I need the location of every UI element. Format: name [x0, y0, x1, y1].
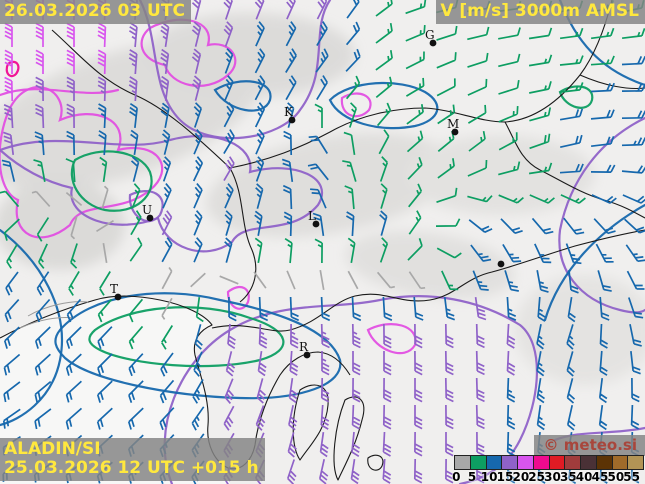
wind-barbs — [0, 0, 645, 350]
isotach-10-contour — [54, 292, 342, 400]
valid-time-text: 26.03.2026 03 UTC — [4, 1, 185, 21]
city-marker-dot — [429, 39, 437, 47]
city-marker-dot — [451, 128, 459, 136]
isotach-20-contour — [140, 18, 237, 87]
field-label-text: V [m/s] 3000m AMSL — [440, 1, 639, 21]
colorbar-tick: 5 — [467, 470, 477, 484]
island-small — [367, 454, 384, 471]
colorbar-swatch — [565, 456, 581, 469]
colorbar-swatch — [628, 456, 643, 469]
copyright-text[interactable]: © meteo.si — [543, 436, 637, 454]
venice-lagoon-line — [27, 301, 89, 317]
colorbar-tick: 40 — [575, 470, 593, 484]
colorbar-swatch — [502, 456, 518, 469]
city-marker-layer: G K M U L T R — [110, 28, 505, 359]
city-marker-dot — [303, 351, 311, 359]
city-marker-label: T — [110, 282, 118, 296]
isotach-10-contour — [0, 228, 63, 427]
colorbar-tick: 25 — [528, 470, 546, 484]
isotach-15-contour — [0, 135, 324, 253]
colorbar-tick: 0 — [452, 470, 461, 484]
border-slovenia-croatia — [211, 229, 645, 332]
colorbar-swatch — [455, 456, 471, 469]
city-marker-label: M — [447, 117, 459, 131]
colorbar-tick: 15 — [496, 470, 514, 484]
colorbar-swatch — [533, 456, 550, 469]
border-italy-slovenia — [229, 167, 257, 303]
colorbar-swatch — [486, 456, 503, 469]
city-marker-label: U — [142, 203, 152, 217]
city-marker-dot — [114, 293, 122, 301]
city-marker-label: K — [284, 105, 294, 119]
colorbar-swatches — [454, 455, 644, 470]
isotach-10-contour — [328, 81, 439, 130]
colorbar-swatch — [549, 456, 566, 469]
wind-barbs — [31, 185, 426, 320]
border-austria-slovenia — [229, 0, 613, 169]
city-marker-dot — [312, 220, 320, 228]
isotach-5-contour — [558, 85, 594, 109]
colorbar-tick: 10 — [480, 470, 498, 484]
speed-colorbar: 0 5 10 15 20 25 30 35 40 45 50 55 — [452, 455, 644, 484]
city-marker-dot — [146, 214, 154, 222]
city-marker-label: R — [299, 340, 309, 354]
colorbar-tick: 55 — [623, 470, 641, 484]
colorbar-tick: 30 — [544, 470, 561, 484]
isotach-15-contour — [138, 0, 332, 140]
colorbar-swatch — [470, 456, 487, 469]
colorbar-swatch — [596, 456, 613, 469]
isotach-5-contour — [70, 150, 153, 212]
model-name: ALADIN/SI — [4, 439, 101, 459]
colorbar-tick: 45 — [591, 470, 609, 484]
city-marker-dot — [497, 260, 505, 268]
colorbar-tick: 50 — [607, 470, 625, 484]
model-info-box: ALADIN/SI 25.03.2026 12 UTC +015 h — [0, 438, 265, 481]
copyright-box[interactable]: © meteo.si — [533, 435, 645, 456]
field-label-box: V [m/s] 3000m AMSL — [436, 0, 645, 24]
colorbar-tick: 35 — [559, 470, 577, 484]
isotach-20-contour — [340, 92, 372, 118]
city-marker-dot — [288, 116, 296, 124]
colorbar-tick: 20 — [512, 470, 530, 484]
city-marker-label: L — [308, 209, 316, 223]
city-marker-label: G — [425, 28, 435, 42]
island-cres — [333, 396, 365, 481]
isotach-15-contour — [558, 116, 645, 314]
isotach-20-contour — [366, 323, 417, 355]
colorbar-tick-labels: 0 5 10 15 20 25 30 35 40 45 50 55 — [452, 470, 644, 484]
isotach-10-contour — [543, 203, 645, 322]
colorbar-swatch — [518, 456, 534, 469]
run-info: 25.03.2026 12 UTC +015 h — [4, 458, 259, 478]
lagoon-line-2 — [19, 317, 75, 329]
colorbar-swatch — [612, 456, 629, 469]
border-croatia-hungary — [504, 121, 645, 219]
colorbar-swatch — [581, 456, 597, 469]
valid-time-box: 26.03.2026 03 UTC — [0, 0, 191, 24]
isotach-25-contour — [5, 60, 20, 78]
isotach-15-contour — [128, 190, 164, 223]
